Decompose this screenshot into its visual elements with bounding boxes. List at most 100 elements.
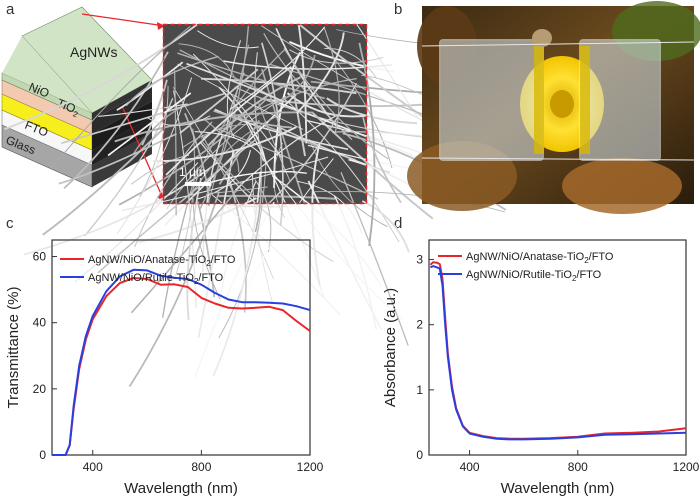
nanowire bbox=[179, 68, 259, 134]
nanowire bbox=[74, 162, 199, 283]
chart-absorbance: 400 800 1200 0 1 2 3 Wavelength (nm) Absorbance … bbox=[382, 239, 700, 497]
nanowire bbox=[114, 111, 314, 143]
nanowire bbox=[212, 171, 262, 377]
panel-label-a: a bbox=[6, 1, 15, 18]
nanowire bbox=[166, 95, 287, 210]
sem-image-agnws: 1 μm bbox=[4, 23, 546, 388]
agnws-layer-side bbox=[92, 80, 152, 120]
nanowire bbox=[42, 127, 165, 236]
nanowire bbox=[261, 25, 428, 124]
zoom-line-top bbox=[81, 13, 166, 27]
nanowire bbox=[207, 76, 301, 147]
nanowire bbox=[130, 180, 245, 314]
nanowire bbox=[263, 33, 353, 141]
nanowire bbox=[222, 203, 287, 208]
scale-bar-label: 1 μm bbox=[179, 165, 206, 179]
leaf-brown-2 bbox=[562, 158, 682, 214]
nanowire bbox=[362, 117, 402, 204]
nanowire bbox=[61, 92, 225, 145]
nanowire bbox=[218, 119, 260, 185]
nanowire bbox=[307, 180, 383, 330]
nanowire bbox=[234, 114, 338, 191]
chart-transmittance: 400 800 1200 0 20 40 60 Wavelength (nm) Transmit… bbox=[5, 239, 324, 497]
nanowire bbox=[267, 82, 358, 205]
electrode-right bbox=[580, 46, 590, 154]
nanowire bbox=[213, 110, 292, 129]
wire-top bbox=[421, 41, 695, 47]
plot-frame bbox=[428, 239, 687, 456]
nanowire bbox=[247, 158, 334, 288]
nanowire bbox=[58, 133, 177, 185]
nanowire bbox=[186, 177, 202, 320]
x-axis-label: Wavelength (nm) bbox=[124, 480, 238, 497]
y-tick-label: 1 bbox=[416, 383, 423, 397]
nanowire bbox=[273, 142, 286, 219]
nanowire bbox=[97, 138, 257, 274]
nanowire bbox=[211, 194, 341, 316]
nanowire bbox=[311, 143, 321, 286]
nanowire bbox=[153, 126, 297, 163]
nanowire bbox=[98, 103, 188, 118]
nanowire bbox=[340, 171, 409, 346]
layer-label-agnws: AgNWs bbox=[70, 44, 117, 60]
seed-pod bbox=[532, 29, 552, 47]
x-tick-label: 800 bbox=[568, 460, 588, 474]
nanowire bbox=[206, 186, 268, 194]
nanowire bbox=[121, 156, 329, 211]
agnws-layer-top-fill bbox=[2, 36, 92, 113]
y-tick-label: 60 bbox=[33, 250, 47, 264]
nanowire bbox=[4, 23, 198, 131]
nanowire bbox=[128, 191, 221, 388]
nanowire bbox=[218, 160, 267, 338]
nanowire bbox=[217, 194, 336, 200]
nanowire bbox=[234, 86, 437, 140]
series-line bbox=[429, 265, 687, 441]
nanowire bbox=[192, 179, 221, 300]
x-tick-label: 1200 bbox=[673, 460, 700, 474]
dandelion-center bbox=[550, 90, 574, 118]
nanowire bbox=[107, 92, 192, 157]
nanowire bbox=[323, 28, 340, 135]
nanowire bbox=[175, 128, 195, 276]
panel-label-d: d bbox=[394, 215, 403, 232]
nanowire bbox=[202, 135, 223, 273]
nanowire bbox=[173, 70, 177, 216]
y-axis-label: Transmittance (%) bbox=[5, 287, 22, 409]
device-right bbox=[579, 39, 661, 161]
nanowire bbox=[361, 200, 410, 253]
electrode-left bbox=[534, 46, 544, 154]
nanowire bbox=[297, 180, 363, 234]
nanowire bbox=[289, 41, 395, 73]
nanowire bbox=[198, 26, 250, 211]
device-photo bbox=[407, 1, 700, 214]
nanowire bbox=[289, 49, 384, 64]
zoom-arrow-top bbox=[157, 22, 165, 30]
y-axis-label: Absorbance (a.u.) bbox=[382, 288, 399, 407]
nanowire bbox=[177, 52, 326, 100]
fto-layer-side bbox=[92, 117, 152, 165]
nanowire bbox=[276, 125, 391, 174]
x-axis-label: Wavelength (nm) bbox=[501, 480, 615, 497]
nanowire bbox=[229, 26, 326, 110]
device-left bbox=[439, 39, 544, 161]
nanowire bbox=[272, 175, 382, 287]
nanowire bbox=[116, 61, 184, 111]
nanowire bbox=[164, 93, 297, 226]
nanowire bbox=[179, 49, 281, 101]
nanowire bbox=[289, 69, 306, 157]
nanowire bbox=[178, 43, 237, 82]
legend-entry: AgNW/NiO/Rutile-TiO2/FTO bbox=[88, 272, 224, 286]
nanowire bbox=[195, 150, 252, 200]
nanowire bbox=[173, 90, 197, 308]
y-tick-label: 20 bbox=[33, 382, 47, 396]
y-tick-label: 3 bbox=[416, 253, 423, 267]
y-tick-label: 0 bbox=[39, 448, 46, 462]
nanowire bbox=[137, 197, 257, 244]
series-line bbox=[429, 261, 687, 440]
nanowire bbox=[194, 131, 262, 155]
nanowire bbox=[358, 42, 376, 246]
series-line bbox=[52, 268, 311, 456]
plot-frame bbox=[51, 239, 311, 456]
nanowire bbox=[139, 85, 169, 197]
nanowire bbox=[177, 63, 304, 130]
